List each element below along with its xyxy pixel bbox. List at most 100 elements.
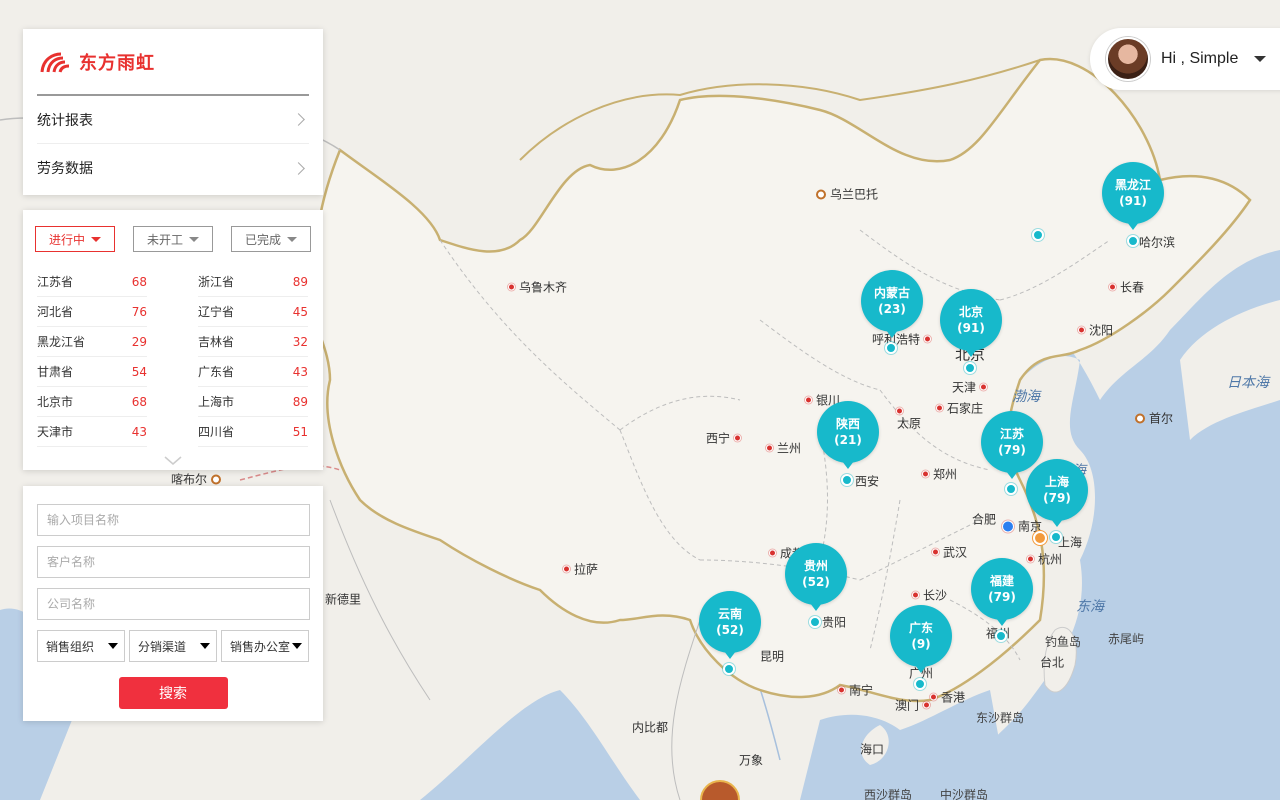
city-label: 西宁 bbox=[706, 430, 742, 447]
city-label: 乌鲁木齐 bbox=[508, 279, 567, 296]
filter-completed[interactable]: 已完成 bbox=[231, 226, 311, 252]
list-item[interactable]: 甘肃省 54 bbox=[37, 357, 147, 387]
city-label: 首尔 bbox=[1135, 410, 1173, 427]
user-menu[interactable]: Hi , Simple bbox=[1090, 28, 1280, 90]
caret-down-icon bbox=[91, 236, 101, 242]
pin-dot bbox=[885, 342, 897, 354]
customer-name-input[interactable] bbox=[37, 546, 310, 578]
pin-dot bbox=[841, 474, 853, 486]
caret-down-icon[interactable] bbox=[1254, 56, 1267, 62]
sales-office-select[interactable]: 销售办公室 bbox=[221, 630, 309, 662]
search-panel: 销售组织 分销渠道 销售办公室 搜索 bbox=[23, 486, 323, 721]
chevron-right-icon bbox=[292, 161, 305, 175]
city-label: 天津 bbox=[952, 379, 988, 396]
city-label: 昆明 bbox=[760, 649, 785, 664]
sales-org-select[interactable]: 销售组织 bbox=[37, 630, 125, 662]
user-greeting: Hi , Simple bbox=[1161, 50, 1239, 67]
city-label: 南宁 bbox=[838, 682, 873, 699]
caret-down-icon bbox=[200, 643, 210, 649]
pin-dot bbox=[809, 616, 821, 628]
pin-dot bbox=[1127, 235, 1139, 247]
list-item[interactable]: 吉林省 32 bbox=[198, 327, 308, 357]
pin-dot bbox=[1050, 531, 1062, 543]
list-item[interactable]: 四川省 51 bbox=[198, 417, 308, 447]
city-label: 澳门 bbox=[895, 697, 931, 714]
city-label: 沈阳 bbox=[1078, 322, 1113, 339]
map-pin[interactable]: 广东 (9) bbox=[890, 605, 952, 673]
sea-label: 东海 bbox=[1076, 599, 1104, 615]
list-item[interactable]: 上海市 89 bbox=[198, 387, 308, 417]
list-item[interactable]: 广东省 43 bbox=[198, 357, 308, 387]
chevron-right-icon bbox=[292, 113, 305, 126]
city-label bbox=[896, 407, 903, 415]
city-label: 石家庄 bbox=[936, 400, 983, 417]
filter-in-progress[interactable]: 进行中 bbox=[35, 226, 115, 252]
list-item[interactable]: 河北省 76 bbox=[37, 297, 147, 327]
city-label: 新德里 bbox=[325, 592, 362, 607]
map-pin[interactable]: 内蒙古 (23) bbox=[861, 270, 923, 338]
list-item[interactable]: 辽宁省 45 bbox=[198, 297, 308, 327]
stats-list: 江苏省 68 浙江省 89 河北省 76 辽宁省 45 黑龙江省 29 吉林省 32 甘肃省… bbox=[37, 267, 311, 447]
sea-label: 渤海 bbox=[1012, 389, 1040, 405]
status-filters: 进行中 未开工 已完成 bbox=[35, 226, 311, 252]
avatar bbox=[1106, 37, 1150, 81]
pin-dot bbox=[914, 678, 926, 690]
list-item[interactable]: 浙江省 89 bbox=[198, 267, 308, 297]
search-button[interactable]: 搜索 bbox=[118, 677, 228, 709]
city-label: 拉萨 bbox=[563, 561, 598, 578]
map-pin[interactable]: 江苏 (79) bbox=[981, 411, 1043, 479]
city-label: 上海 bbox=[1058, 535, 1083, 550]
island-label: 钓鱼岛 bbox=[1045, 635, 1082, 649]
caret-down-icon bbox=[287, 236, 297, 242]
list-item[interactable]: 黑龙江省 29 bbox=[37, 327, 147, 357]
nav-panel: 东方雨虹 统计报表 劳务数据 bbox=[23, 29, 323, 195]
city-label: 南京 bbox=[1002, 518, 1042, 535]
map-pin[interactable]: 黑龙江 (91) bbox=[1102, 162, 1164, 230]
city-label: 台北 bbox=[1040, 655, 1065, 670]
company-name-input[interactable] bbox=[37, 588, 310, 620]
list-item[interactable]: 北京市 68 bbox=[37, 387, 147, 417]
city-label: 武汉 bbox=[932, 544, 967, 561]
city-label: 西安 bbox=[855, 474, 880, 489]
distribution-channel-select[interactable]: 分销渠道 bbox=[129, 630, 217, 662]
filter-not-started[interactable]: 未开工 bbox=[133, 226, 213, 252]
list-item[interactable]: 天津市 43 bbox=[37, 417, 147, 447]
city-label: 万象 bbox=[739, 753, 764, 768]
menu-item-labor-data[interactable]: 劳务数据 bbox=[37, 144, 309, 192]
city-label: 内比都 bbox=[632, 720, 669, 735]
logo-text: 东方雨虹 bbox=[79, 52, 155, 74]
pin-dot bbox=[995, 630, 1007, 642]
logo: 东方雨虹 bbox=[37, 29, 309, 96]
map-pin[interactable]: 贵州 (52) bbox=[785, 543, 847, 611]
stats-panel: 进行中 未开工 已完成 江苏省 68 浙江省 89 河北省 76 辽宁省 45 黑龙江省… bbox=[23, 210, 323, 470]
caret-down-icon bbox=[189, 236, 199, 242]
city-label: 喀布尔 bbox=[171, 471, 222, 488]
caret-down-icon bbox=[292, 643, 302, 649]
map-pin[interactable]: 上海 (79) bbox=[1026, 459, 1088, 527]
island-label: 赤尾屿 bbox=[1108, 632, 1145, 646]
project-name-input[interactable] bbox=[37, 504, 310, 536]
menu-item-label: 统计报表 bbox=[37, 112, 93, 129]
list-item[interactable]: 江苏省 68 bbox=[37, 267, 147, 297]
map-pin[interactable]: 福建 (79) bbox=[971, 558, 1033, 626]
city-label: 长春 bbox=[1109, 279, 1144, 296]
chevron-down-icon[interactable] bbox=[164, 456, 182, 466]
map-pin[interactable]: 陕西 (21) bbox=[817, 401, 879, 469]
city-label: 杭州 bbox=[1027, 551, 1062, 568]
city-label: 郑州 bbox=[922, 466, 957, 483]
island-label: 中沙群岛 bbox=[940, 788, 989, 800]
city-label: 海口 bbox=[860, 742, 885, 757]
search-selects: 销售组织 分销渠道 销售办公室 bbox=[37, 630, 309, 662]
city-label: 兰州 bbox=[766, 440, 801, 457]
city-label: 太原 bbox=[897, 416, 922, 431]
map-pin[interactable]: 云南 (52) bbox=[699, 591, 761, 659]
island-label: 西沙群岛 bbox=[864, 788, 913, 800]
menu-item-stats-report[interactable]: 统计报表 bbox=[37, 96, 309, 144]
caret-down-icon bbox=[108, 643, 118, 649]
city-label: 合肥 bbox=[972, 512, 997, 527]
menu-item-label: 劳务数据 bbox=[37, 161, 93, 177]
rainbow-logo-icon bbox=[40, 52, 70, 72]
pin-dot bbox=[1005, 483, 1017, 495]
map-pin[interactable]: 北京 (91) bbox=[940, 289, 1002, 357]
location-marker-icon bbox=[1033, 531, 1047, 545]
